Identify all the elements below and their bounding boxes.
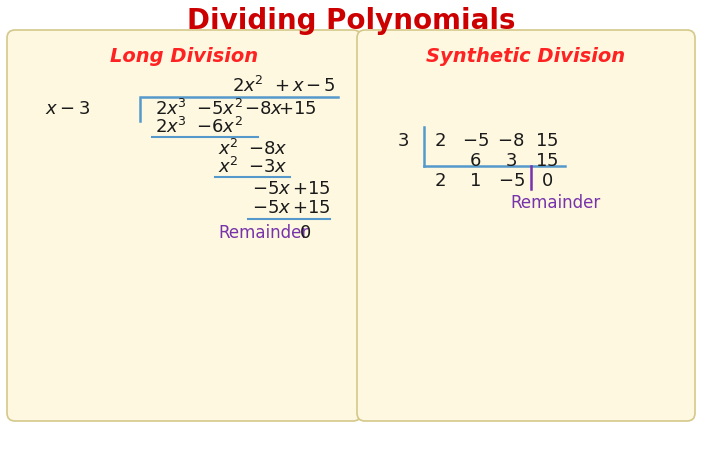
Text: $15$: $15$ xyxy=(536,132,559,150)
Text: Dividing Polynomials: Dividing Polynomials xyxy=(187,7,515,35)
Text: $2x^3$: $2x^3$ xyxy=(155,117,187,137)
Text: $-3x$: $-3x$ xyxy=(248,158,287,176)
Text: Remainder: Remainder xyxy=(218,224,308,242)
Text: $-5x$: $-5x$ xyxy=(252,199,291,217)
Text: Long Division: Long Division xyxy=(110,47,258,65)
FancyBboxPatch shape xyxy=(357,30,695,421)
Text: $2x^2$: $2x^2$ xyxy=(232,76,264,96)
Text: $2$: $2$ xyxy=(434,132,446,150)
Text: $0$: $0$ xyxy=(541,172,553,190)
Text: $x^2$: $x^2$ xyxy=(218,139,239,159)
Text: $-8x$: $-8x$ xyxy=(244,100,284,118)
Text: $-5$: $-5$ xyxy=(498,172,524,190)
Text: $x^2$: $x^2$ xyxy=(218,157,239,177)
Text: $-5x$: $-5x$ xyxy=(252,180,291,198)
Text: $-8x$: $-8x$ xyxy=(248,140,287,158)
Text: $15$: $15$ xyxy=(536,152,559,170)
Text: Synthetic Division: Synthetic Division xyxy=(426,47,625,65)
Text: $2x^3$: $2x^3$ xyxy=(155,99,187,119)
Text: Remainder: Remainder xyxy=(510,194,600,212)
Text: $x-3$: $x-3$ xyxy=(46,100,91,118)
Text: $-6x^2$: $-6x^2$ xyxy=(196,117,243,137)
Text: $-5$: $-5$ xyxy=(461,132,489,150)
Text: $-8$: $-8$ xyxy=(497,132,524,150)
Text: $3$: $3$ xyxy=(505,152,517,170)
Text: $3$: $3$ xyxy=(397,132,409,150)
Text: $+15$: $+15$ xyxy=(278,100,317,118)
Text: $+15$: $+15$ xyxy=(292,180,331,198)
Text: $0$: $0$ xyxy=(299,224,311,242)
FancyBboxPatch shape xyxy=(7,30,361,421)
Text: $1$: $1$ xyxy=(469,172,481,190)
Text: $6$: $6$ xyxy=(469,152,481,170)
Text: $-\,5$: $-\,5$ xyxy=(305,77,335,95)
Text: $+15$: $+15$ xyxy=(292,199,331,217)
Text: $-5x^2$: $-5x^2$ xyxy=(196,99,243,119)
Text: $2$: $2$ xyxy=(434,172,446,190)
Text: $+\,x$: $+\,x$ xyxy=(274,77,305,95)
